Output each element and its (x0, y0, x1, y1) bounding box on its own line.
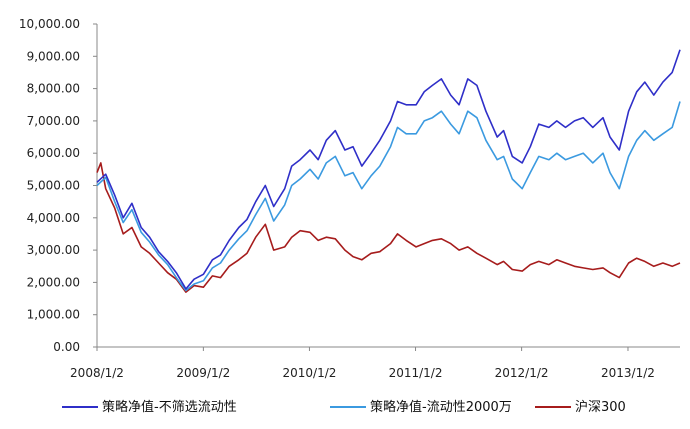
legend: 策略净值-不筛选流动性 策略净值-流动性2000万 沪深300 (62, 399, 626, 415)
series-layer (96, 49, 681, 293)
y-tick-label: 9,000.00 (27, 49, 80, 63)
y-tick-label: 6,000.00 (27, 146, 80, 160)
legend-label-1: 策略净值-不筛选流动性 (102, 399, 237, 415)
x-tick-label: 2008/1/2 (70, 366, 124, 380)
series-line-1 (96, 49, 681, 290)
y-tick-label: 2,000.00 (27, 275, 80, 289)
series-line-2 (96, 101, 681, 292)
y-tick-label: 7,000.00 (27, 114, 80, 128)
x-tick-label: 2011/1/2 (389, 366, 443, 380)
y-tick-label: 5,000.00 (27, 179, 80, 193)
y-axis: 0.00 1,000.00 2,000.00 3,000.00 4,000.00 5,00… (19, 17, 98, 354)
y-tick-label: 0.00 (53, 340, 80, 354)
legend-label-2: 策略净值-流动性2000万 (370, 399, 512, 415)
y-tick-label: 4,000.00 (27, 211, 80, 225)
x-tick-label: 2013/1/2 (601, 366, 655, 380)
x-axis: 2008/1/2 2009/1/2 2010/1/2 2011/1/2 2012/1/2… (70, 346, 680, 380)
x-tick-label: 2010/1/2 (282, 366, 336, 380)
x-tick-label: 2012/1/2 (495, 366, 549, 380)
y-tick-label: 8,000.00 (27, 82, 80, 96)
series-line-3 (96, 162, 681, 293)
y-tick-label: 3,000.00 (27, 243, 80, 257)
x-tick-label: 2009/1/2 (176, 366, 230, 380)
y-tick-label: 1,000.00 (27, 308, 80, 322)
y-tick-label: 10,000.00 (19, 17, 80, 31)
legend-label-3: 沪深300 (575, 399, 626, 415)
